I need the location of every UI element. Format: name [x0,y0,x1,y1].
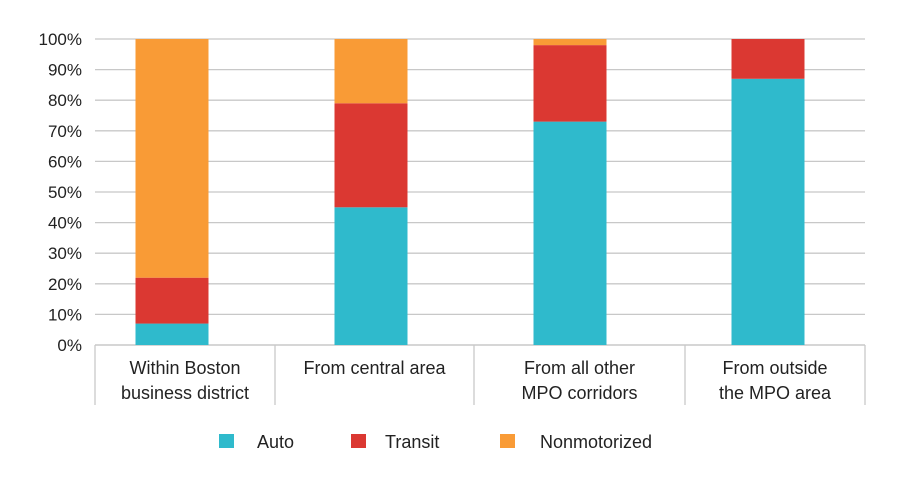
bar-nonmotorized-3 [533,39,607,46]
x-category-label: the MPO area [719,383,832,403]
legend-label-auto: Auto [257,432,294,452]
bar-transit-3 [533,45,607,122]
y-tick-label: 60% [48,152,82,171]
y-tick-label: 50% [48,183,82,202]
y-tick-label: 10% [48,305,82,324]
bar-transit-4 [731,39,805,79]
x-category-label: From outside [722,358,827,378]
legend-swatch-auto [219,434,234,448]
legend-swatch-transit [351,434,366,448]
legend-label-transit: Transit [385,432,439,452]
legend-swatch-nonmotorized [500,434,515,448]
bar-nonmotorized-1 [135,39,209,278]
bar-auto-1 [135,323,209,345]
x-category-label: From central area [303,358,446,378]
y-tick-label: 100% [39,30,82,49]
x-category-label: MPO corridors [521,383,637,403]
y-tick-label: 80% [48,91,82,110]
bar-auto-3 [533,121,607,346]
legend-label-nonmotorized: Nonmotorized [540,432,652,452]
x-category-label: Within Boston [129,358,240,378]
y-tick-label: 30% [48,244,82,263]
y-tick-label: 70% [48,122,82,141]
x-category-label: business district [121,383,249,403]
bar-transit-2 [334,103,408,208]
y-tick-label: 20% [48,275,82,294]
bar-auto-2 [334,207,408,345]
bar-transit-1 [135,277,209,324]
bar-nonmotorized-2 [334,39,408,104]
bar-auto-4 [731,78,805,345]
x-category-label: From all other [524,358,635,378]
y-tick-label: 40% [48,214,82,233]
y-tick-label: 90% [48,61,82,80]
y-tick-label: 0% [57,336,82,355]
